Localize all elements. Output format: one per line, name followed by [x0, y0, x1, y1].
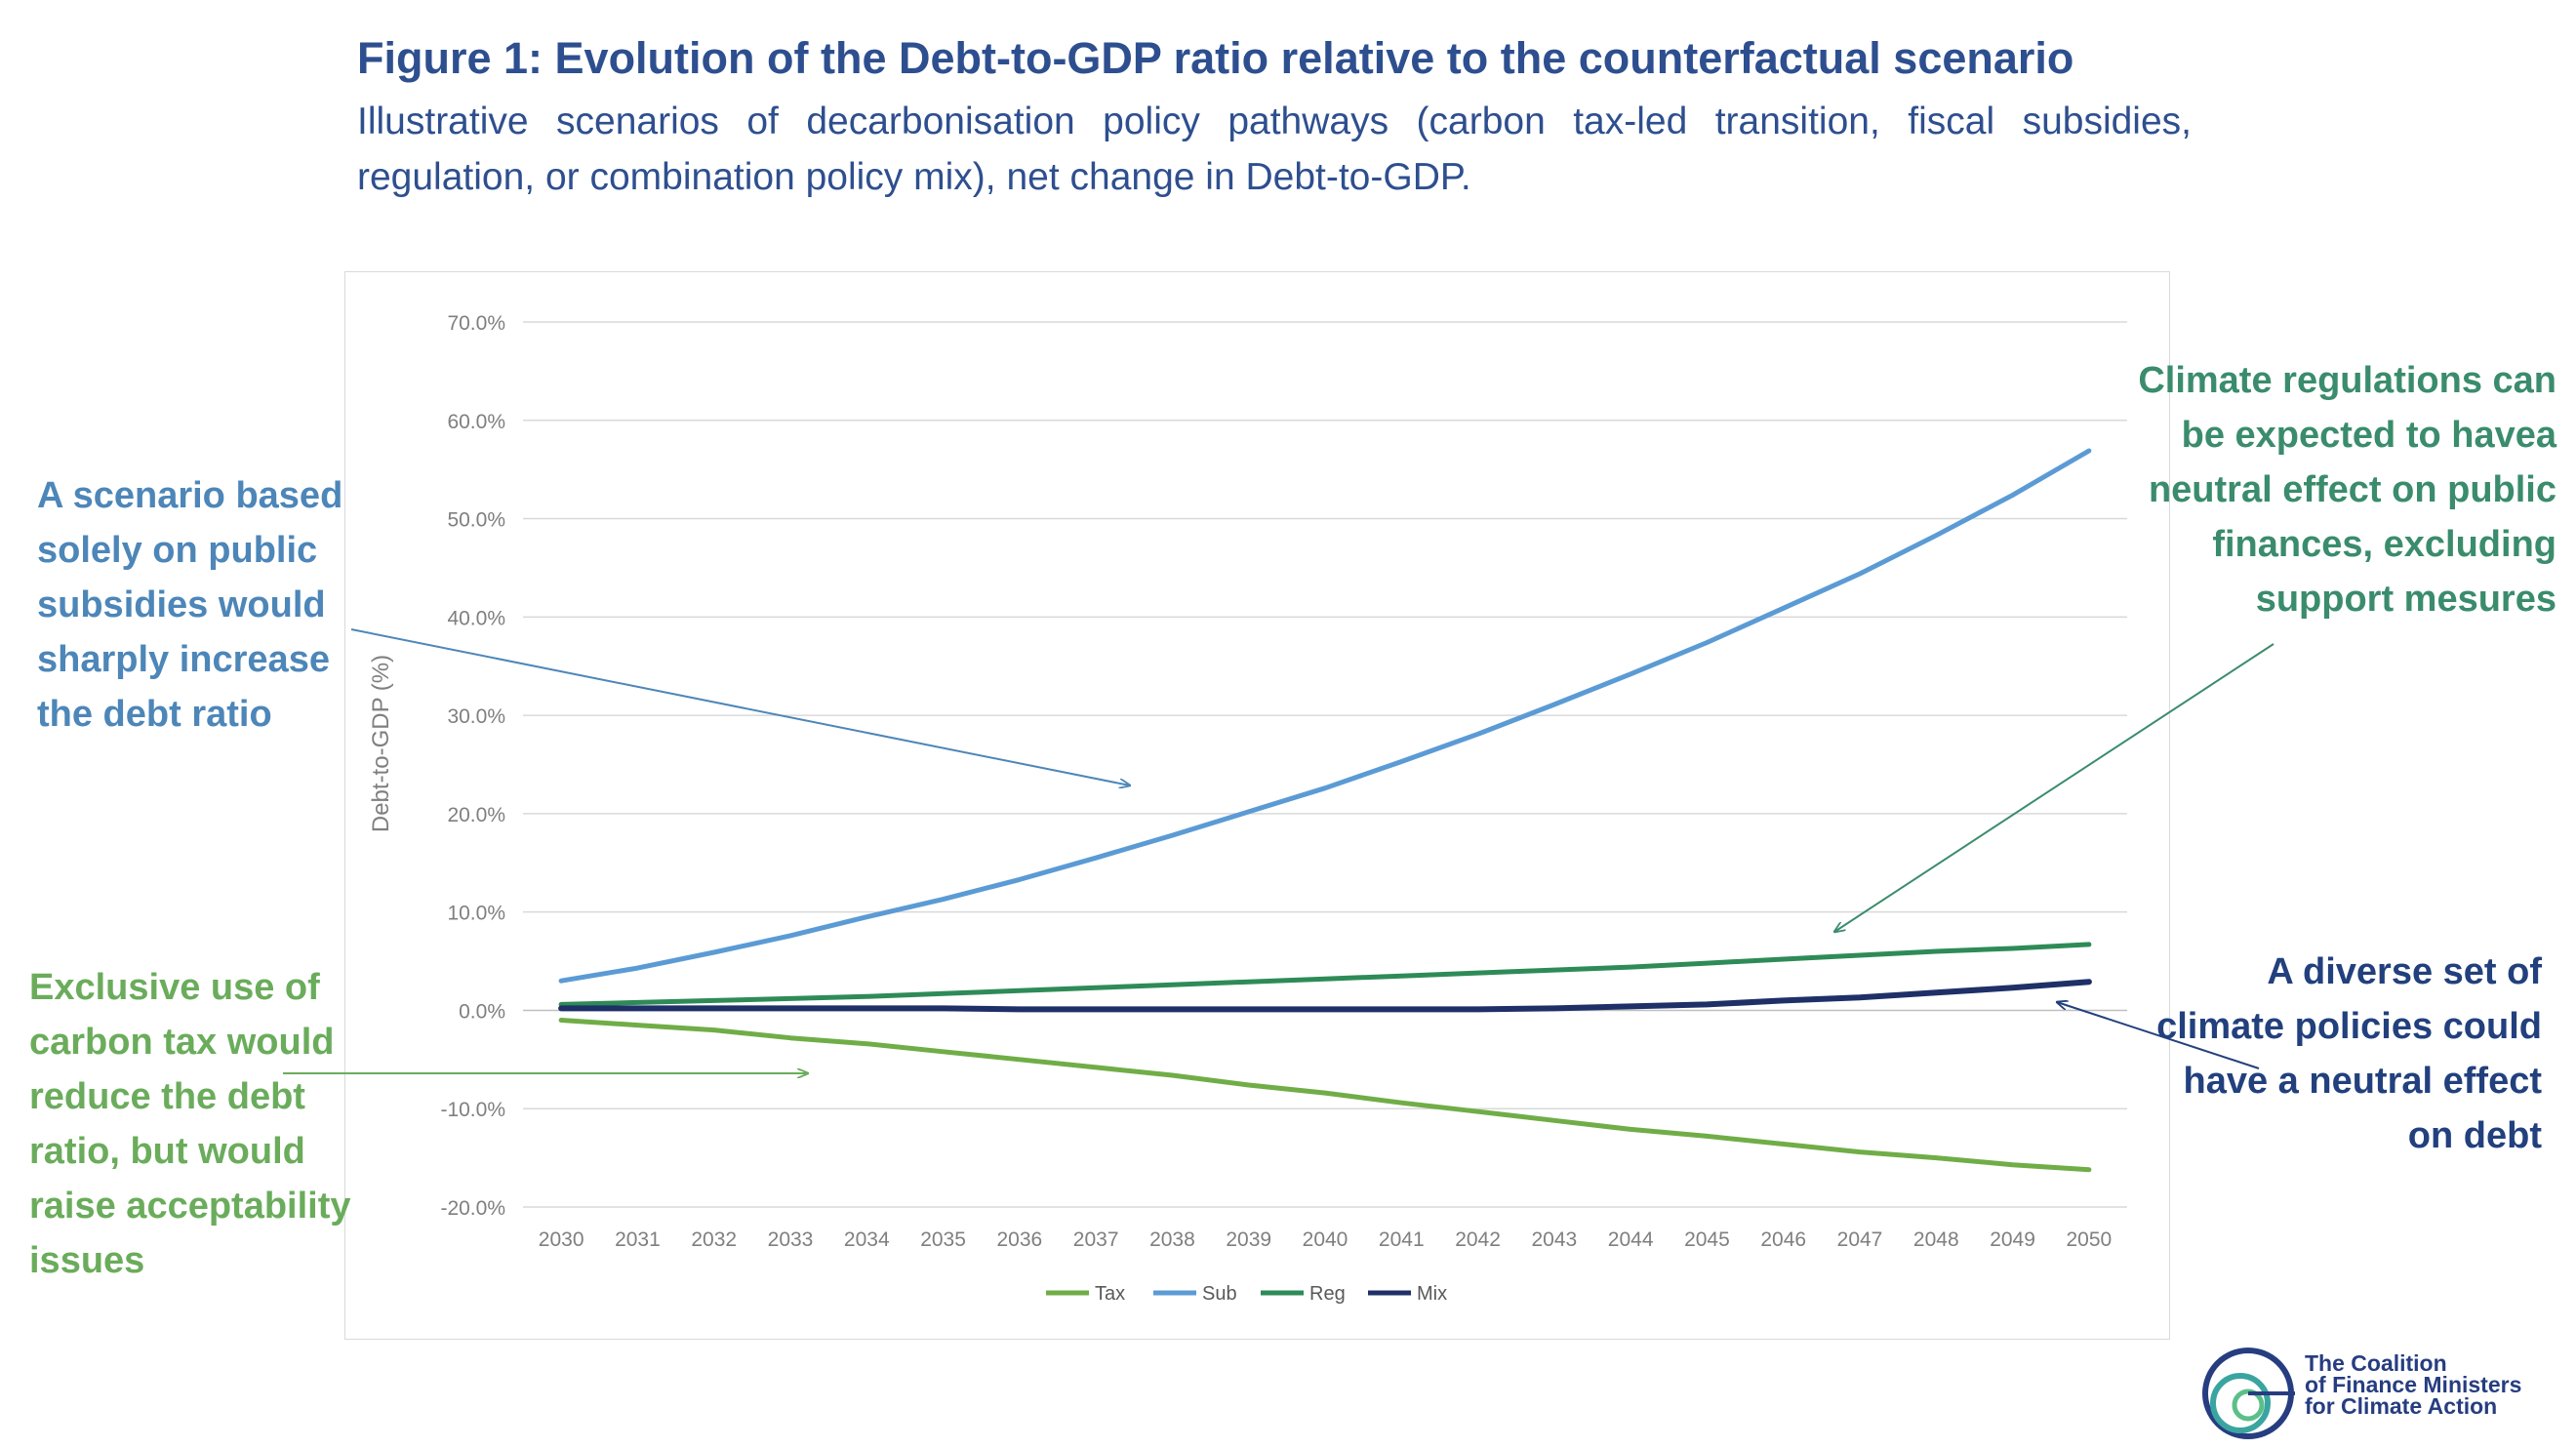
x-tick-label: 2048: [1913, 1228, 1959, 1251]
coalition-logo: The Coalition of Finance Ministers for C…: [2197, 1345, 2568, 1442]
x-tick-label: 2031: [615, 1228, 661, 1251]
logo-text-line1: The Coalition: [2305, 1350, 2447, 1376]
tax-annotation: Exclusive use of carbon tax would reduce…: [29, 967, 351, 1281]
logo-text-line2: of Finance Ministers: [2305, 1372, 2522, 1397]
figure-title: Figure 1: Evolution of the Debt-to-GDP r…: [357, 33, 2074, 83]
y-tick-label: 20.0%: [447, 804, 505, 826]
y-tick-label: 0.0%: [459, 1000, 505, 1023]
y-tick-label: 10.0%: [447, 903, 505, 925]
subsidies-annotation-arrow: [350, 628, 1130, 785]
x-tick-label: 2038: [1149, 1228, 1195, 1251]
x-tick-label: 2030: [539, 1228, 584, 1251]
x-tick-label: 2050: [2066, 1228, 2112, 1251]
series-line-tax: [558, 1018, 2092, 1173]
x-tick-label: 2045: [1684, 1228, 1730, 1251]
x-tick-label: 2034: [844, 1228, 890, 1251]
chart-area: [344, 271, 2170, 1340]
y-tick-label: 50.0%: [447, 509, 505, 532]
x-tick-label: 2041: [1379, 1228, 1425, 1251]
x-tick-label: 2032: [691, 1228, 737, 1251]
y-tick-label: -20.0%: [440, 1197, 505, 1220]
x-tick-label: 2039: [1226, 1228, 1271, 1251]
x-tick-label: 2049: [1990, 1228, 2035, 1251]
coalition-logo-icon: [2202, 1348, 2295, 1439]
y-tick-label: 30.0%: [447, 705, 505, 728]
mix-annotation: A diverse set of climate policies could …: [2156, 951, 2542, 1156]
x-tick-label: 2043: [1531, 1228, 1577, 1251]
mix-annotation-arrow: [2057, 1002, 2260, 1069]
regulation-annotation: Climate regulations can be expected to h…: [2138, 360, 2556, 620]
y-tick-label: -10.0%: [440, 1099, 505, 1121]
x-tick-label: 2035: [920, 1228, 966, 1251]
y-tick-label: 40.0%: [447, 607, 505, 629]
legend-label-reg: Reg: [1309, 1283, 1346, 1305]
legend-label-tax: Tax: [1095, 1283, 1125, 1305]
subsidies-annotation: A scenario based solely on public subsid…: [37, 475, 343, 735]
x-tick-label: 2040: [1303, 1228, 1348, 1251]
legend-label-mix: Mix: [1417, 1283, 1447, 1305]
y-tick-label: 60.0%: [447, 411, 505, 433]
x-tick-label: 2037: [1073, 1228, 1119, 1251]
x-tick-label: 2033: [768, 1228, 814, 1251]
series-line-mix: [558, 979, 2092, 1013]
series-line-reg: [558, 942, 2092, 1007]
x-tick-label: 2047: [1837, 1228, 1883, 1251]
logo-text-line3: for Climate Action: [2305, 1393, 2498, 1419]
x-tick-label: 2046: [1760, 1228, 1806, 1251]
regulation-annotation-arrow: [1834, 643, 2274, 932]
x-tick-label: 2044: [1608, 1228, 1654, 1251]
series-line-sub: [558, 448, 2092, 984]
x-tick-label: 2042: [1455, 1228, 1501, 1251]
x-tick-label: 2036: [996, 1228, 1042, 1251]
y-tick-label: 70.0%: [447, 312, 505, 335]
figure-subtitle: Illustrative scenarios of decarbonisatio…: [357, 101, 2192, 198]
y-axis-label: Debt-to-GDP (%): [368, 655, 394, 832]
legend-label-sub: Sub: [1202, 1283, 1237, 1305]
